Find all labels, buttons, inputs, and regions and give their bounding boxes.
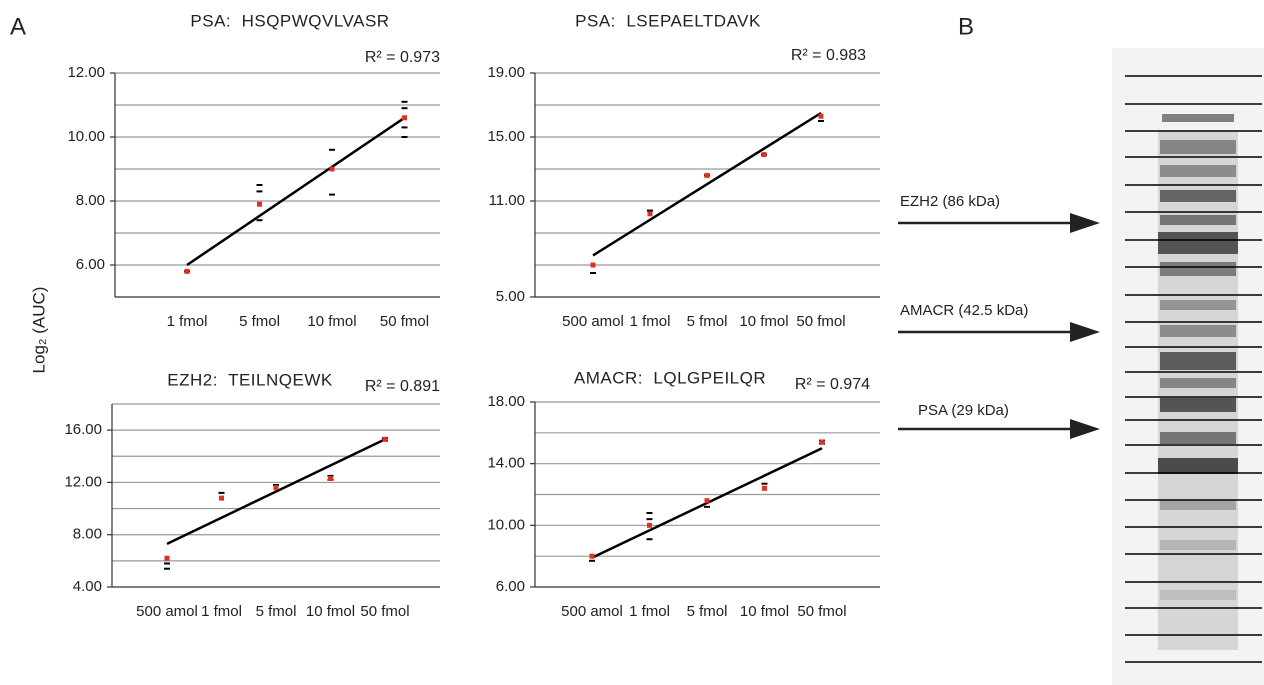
data-point	[402, 115, 407, 120]
arrow-label: AMACR (42.5 kDa)	[900, 302, 1028, 319]
data-point	[647, 518, 653, 520]
y-tick-label: 5.00	[496, 288, 525, 305]
y-tick-label: 18.00	[487, 393, 525, 410]
panel-label: A	[10, 13, 26, 40]
chart-title: PSA: LSEPAELTDAVK	[575, 11, 761, 30]
annotation: R² = 0.983	[791, 47, 866, 64]
data-point	[330, 167, 335, 172]
data-point	[402, 101, 408, 103]
y-tick-label: 6.00	[496, 578, 525, 595]
data-point	[820, 440, 825, 445]
data-point	[402, 136, 408, 138]
data-point	[328, 476, 333, 481]
fit-line	[593, 113, 821, 255]
data-point	[257, 190, 263, 192]
data-point	[762, 152, 767, 157]
y-tick-label: 10.00	[67, 128, 105, 145]
data-point	[705, 173, 710, 178]
data-point	[704, 506, 710, 508]
data-point	[647, 538, 653, 540]
data-point	[402, 126, 408, 128]
chart-title: EZH2: TEILNQEWK	[167, 370, 333, 389]
data-point	[165, 556, 170, 561]
x-tick-label: 1 fmol	[629, 603, 670, 620]
fit-line	[167, 439, 385, 544]
chart-title: AMACR: LQLGPEILQR	[574, 368, 766, 387]
x-tick-label: 500 amol	[136, 603, 198, 620]
annotation: R² = 0.891	[365, 378, 440, 395]
data-point	[705, 498, 710, 503]
data-point	[329, 149, 335, 151]
x-tick-label: 1 fmol	[167, 313, 208, 330]
data-point	[647, 512, 653, 514]
y-tick-label: 8.00	[76, 192, 105, 209]
x-tick-label: 50 fmol	[360, 603, 409, 620]
x-tick-label: 50 fmol	[380, 313, 429, 330]
x-tick-label: 50 fmol	[796, 313, 845, 330]
y-tick-label: 12.00	[64, 473, 102, 490]
y-tick-label: 12.00	[67, 64, 105, 81]
data-point	[164, 562, 170, 564]
y-tick-label: 10.00	[487, 516, 525, 533]
data-point	[648, 211, 653, 216]
x-tick-label: 10 fmol	[307, 313, 356, 330]
x-tick-label: 10 fmol	[740, 603, 789, 620]
data-point	[383, 437, 388, 442]
data-point	[164, 568, 170, 570]
x-tick-label: 1 fmol	[630, 313, 671, 330]
y-tick-label: 4.00	[73, 578, 102, 595]
data-point	[762, 486, 767, 491]
gel	[1112, 48, 1264, 685]
data-point	[590, 272, 596, 274]
data-point	[589, 560, 595, 562]
data-point	[329, 194, 335, 196]
data-point	[219, 492, 225, 494]
annotation: R² = 0.974	[795, 376, 870, 393]
data-point	[819, 114, 824, 119]
arrow-label: PSA (29 kDa)	[918, 402, 1009, 419]
data-point	[219, 496, 224, 501]
data-point	[274, 485, 279, 490]
y-tick-label: 19.00	[487, 64, 525, 81]
gel-lane	[1158, 130, 1238, 650]
y-tick-label: 15.00	[487, 128, 525, 145]
data-point	[402, 107, 408, 109]
y-tick-label: 14.00	[487, 455, 525, 472]
y-tick-label: 8.00	[73, 526, 102, 543]
data-point	[762, 483, 768, 485]
figure: A B Log₂ (AUC)	[0, 0, 1264, 685]
data-point	[591, 263, 596, 268]
data-point	[590, 554, 595, 559]
data-point	[257, 184, 263, 186]
x-tick-label: 5 fmol	[239, 313, 280, 330]
x-tick-label: 50 fmol	[797, 603, 846, 620]
x-tick-label: 500 amol	[562, 313, 624, 330]
y-tick-label: 6.00	[76, 256, 105, 273]
data-point	[647, 523, 652, 528]
fit-line	[187, 118, 405, 265]
arrow-label: EZH2 (86 kDa)	[900, 193, 1000, 210]
data-point	[818, 120, 824, 122]
x-tick-label: 5 fmol	[687, 603, 728, 620]
x-tick-label: 5 fmol	[256, 603, 297, 620]
y-tick-label: 11.00	[489, 192, 525, 209]
y-axis-label: Log₂ (AUC)	[29, 287, 48, 374]
data-point	[257, 219, 263, 221]
chart-title: PSA: HSQPWQVLVASR	[190, 11, 389, 30]
x-tick-label: 5 fmol	[687, 313, 728, 330]
panel-label: B	[958, 13, 974, 40]
data-point	[185, 269, 190, 274]
data-point	[257, 202, 262, 207]
y-tick-label: 16.00	[64, 421, 102, 438]
x-tick-label: 10 fmol	[739, 313, 788, 330]
annotation: R² = 0.973	[365, 49, 440, 66]
x-tick-label: 1 fmol	[201, 603, 242, 620]
x-tick-label: 500 amol	[561, 603, 623, 620]
x-tick-label: 10 fmol	[306, 603, 355, 620]
